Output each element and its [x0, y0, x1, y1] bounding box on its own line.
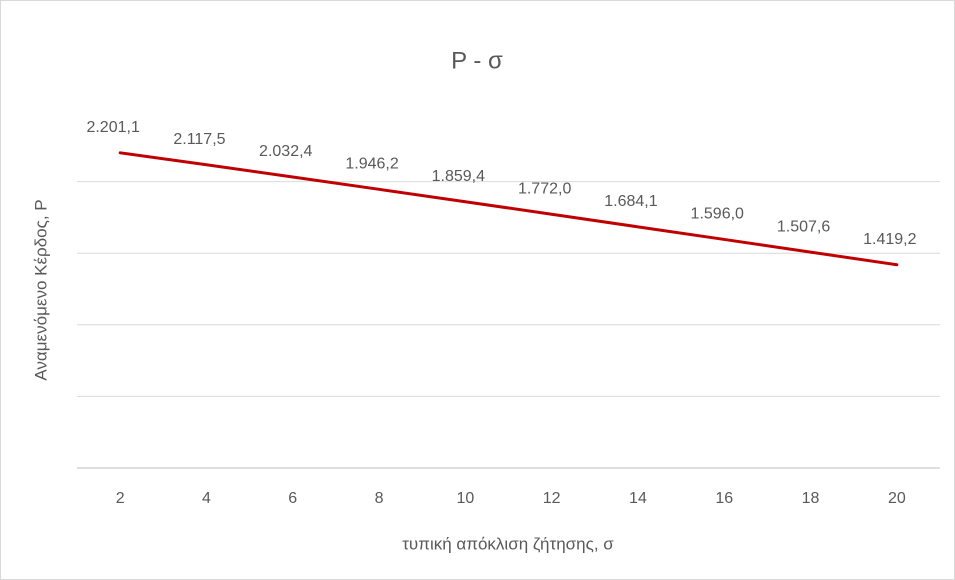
data-label: 2.201,1 — [86, 119, 139, 136]
x-tick-label: 8 — [375, 490, 384, 507]
x-tick-label: 2 — [116, 490, 125, 507]
data-label: 1.946,2 — [345, 156, 398, 173]
x-tick-label: 16 — [715, 490, 733, 507]
x-tick-label: 4 — [202, 490, 211, 507]
x-axis-title: τυπική απόκλιση ζήτησης, σ — [402, 534, 614, 553]
x-tick-label: 20 — [888, 490, 906, 507]
data-label: 1.772,0 — [518, 180, 571, 197]
data-label: 1.507,6 — [777, 218, 830, 235]
x-tick-label: 14 — [629, 490, 647, 507]
data-label: 1.596,0 — [691, 206, 744, 223]
x-tick-label: 12 — [543, 490, 561, 507]
data-label: 2.032,4 — [259, 143, 312, 160]
data-label: 2.117,5 — [173, 131, 225, 148]
data-label: 1.859,4 — [432, 168, 485, 185]
line — [118, 151, 899, 267]
chart-title: P - σ — [451, 47, 503, 74]
y-axis-title: Αναμενόμενο Κέρδος, P — [31, 199, 50, 380]
x-tick-label: 6 — [288, 490, 297, 507]
x-tick-label: 10 — [456, 490, 474, 507]
data-label: 1.684,1 — [604, 193, 657, 210]
x-tick-label: 18 — [802, 490, 820, 507]
data-label: 1.419,2 — [863, 231, 916, 248]
